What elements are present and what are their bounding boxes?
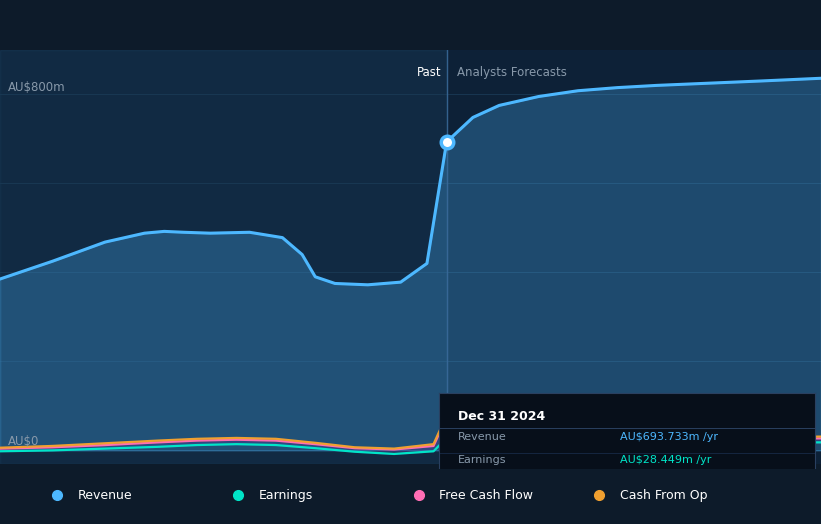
Text: AU$0: AU$0	[8, 435, 39, 448]
Text: Cash From Op: Cash From Op	[620, 489, 708, 502]
Text: Analysts Forecasts: Analysts Forecasts	[457, 66, 567, 79]
Text: AU$800m: AU$800m	[8, 81, 66, 94]
Text: Revenue: Revenue	[78, 489, 133, 502]
Text: Revenue: Revenue	[458, 432, 507, 442]
Text: Free Cash Flow: Free Cash Flow	[439, 489, 533, 502]
Text: AU$693.733m /yr: AU$693.733m /yr	[620, 432, 718, 442]
Text: AU$78.890m /yr: AU$78.890m /yr	[620, 501, 711, 511]
Bar	[0, 50, 447, 464]
Text: Earnings: Earnings	[259, 489, 313, 502]
Text: Cash From Op: Cash From Op	[458, 501, 536, 511]
Text: AU$28.449m /yr: AU$28.449m /yr	[620, 455, 711, 465]
Text: AU$73.819m /yr: AU$73.819m /yr	[620, 478, 711, 488]
Text: Dec 31 2024: Dec 31 2024	[458, 410, 545, 423]
Bar	[447, 50, 821, 464]
Text: Free Cash Flow: Free Cash Flow	[458, 478, 542, 488]
Text: Past: Past	[417, 66, 442, 79]
Text: Earnings: Earnings	[458, 455, 507, 465]
